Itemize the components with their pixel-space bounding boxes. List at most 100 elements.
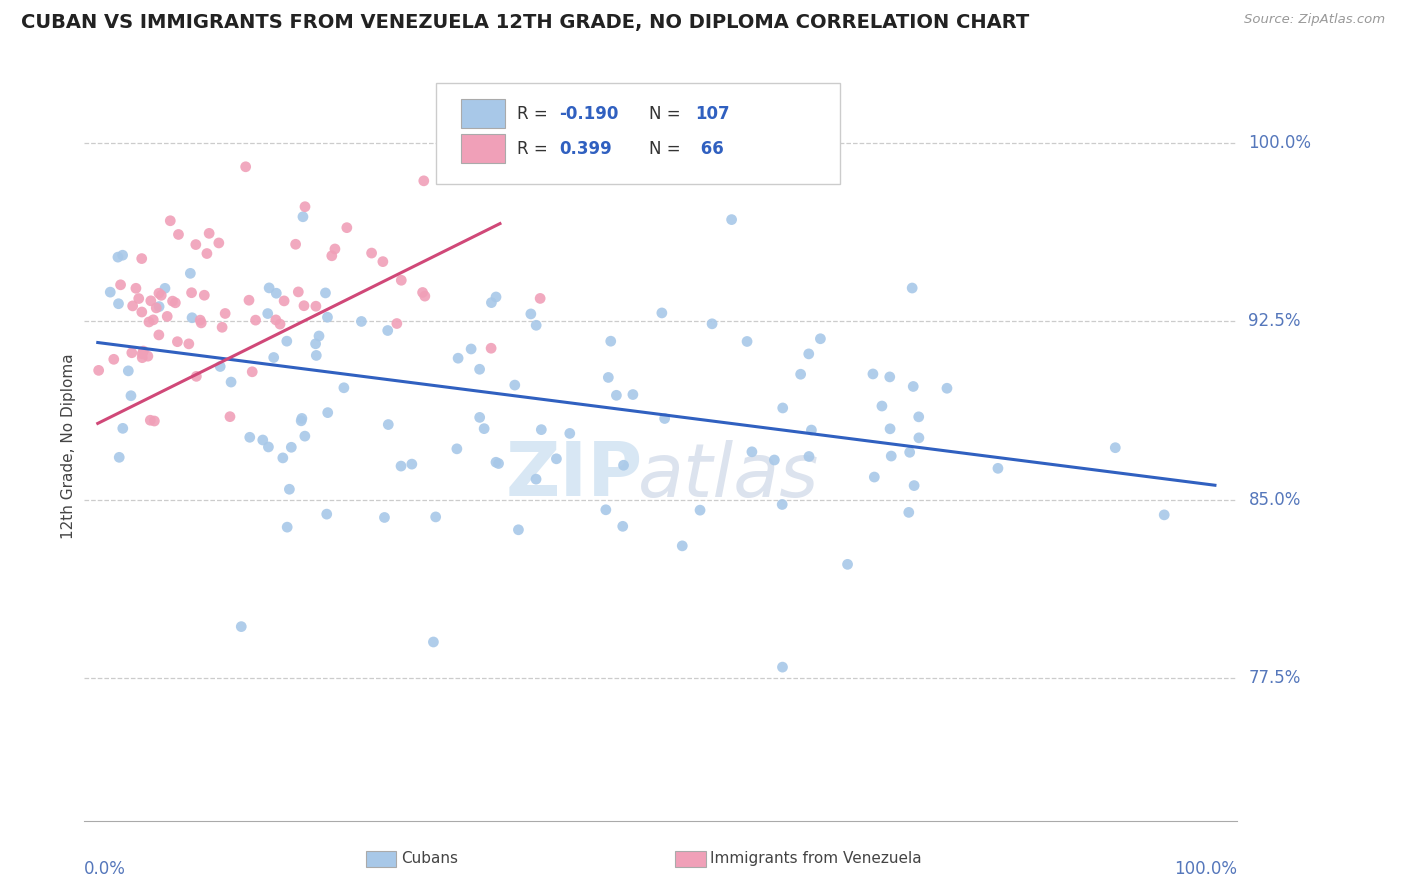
Point — [188, 313, 211, 327]
Point — [278, 482, 301, 496]
Point — [401, 457, 423, 471]
Point — [148, 300, 170, 314]
Point — [125, 281, 148, 295]
Point — [321, 249, 343, 263]
Point — [371, 254, 394, 268]
Text: 66: 66 — [696, 139, 724, 158]
Point — [413, 289, 436, 303]
Point — [252, 433, 274, 447]
Text: Immigrants from Venezuela: Immigrants from Venezuela — [710, 852, 922, 866]
Point — [488, 457, 510, 471]
Point — [336, 220, 359, 235]
Point — [810, 332, 832, 346]
Point — [131, 351, 153, 365]
Point — [162, 294, 184, 309]
Point — [148, 327, 170, 342]
Text: CUBAN VS IMMIGRANTS FROM VENEZUELA 12TH GRADE, NO DIPLOMA CORRELATION CHART: CUBAN VS IMMIGRANTS FROM VENEZUELA 12TH … — [21, 13, 1029, 32]
Point — [412, 285, 434, 300]
Text: R =: R = — [517, 139, 553, 158]
Point — [305, 299, 328, 313]
Point — [879, 370, 901, 384]
Point — [377, 417, 399, 432]
Text: R =: R = — [517, 105, 553, 123]
Point — [273, 293, 295, 308]
Point — [108, 450, 131, 465]
Point — [837, 558, 859, 572]
Point — [789, 368, 811, 382]
Point — [524, 318, 547, 333]
Point — [291, 411, 314, 425]
Point — [862, 367, 884, 381]
Point — [138, 315, 160, 329]
Point — [276, 520, 298, 534]
Point — [447, 351, 470, 366]
Point — [485, 455, 508, 469]
Text: ZIP: ZIP — [505, 440, 643, 513]
Point — [763, 453, 786, 467]
Point — [485, 290, 508, 304]
Point — [987, 461, 1010, 475]
Point — [284, 237, 307, 252]
Point — [87, 363, 110, 377]
FancyBboxPatch shape — [461, 99, 505, 128]
Point — [481, 295, 503, 310]
Point — [271, 450, 294, 465]
Point — [720, 212, 742, 227]
Point — [741, 445, 763, 459]
Text: 107: 107 — [696, 105, 730, 123]
Point — [159, 213, 181, 227]
Point — [238, 293, 260, 308]
Point — [166, 334, 188, 349]
Point — [907, 409, 929, 424]
Point — [280, 440, 302, 454]
Point — [524, 472, 547, 486]
Point — [797, 450, 820, 464]
Point — [257, 281, 280, 295]
Point — [377, 324, 399, 338]
Point — [316, 310, 339, 325]
Point — [879, 422, 901, 436]
Point — [654, 411, 676, 425]
Point — [110, 277, 132, 292]
FancyBboxPatch shape — [436, 83, 839, 184]
Point — [530, 423, 553, 437]
Point — [294, 429, 316, 443]
Point — [153, 281, 176, 295]
Point — [936, 381, 959, 395]
Point — [598, 370, 620, 384]
Point — [425, 510, 447, 524]
Text: atlas: atlas — [638, 440, 820, 512]
Y-axis label: 12th Grade, No Diploma: 12th Grade, No Diploma — [60, 353, 76, 539]
Point — [389, 459, 412, 474]
Point — [700, 317, 723, 331]
Point — [543, 171, 565, 186]
Point — [211, 320, 233, 334]
Point — [689, 503, 711, 517]
Point — [460, 342, 482, 356]
Text: N =: N = — [650, 139, 686, 158]
Point — [468, 410, 491, 425]
Point — [772, 660, 794, 674]
Point — [269, 317, 291, 331]
Point — [132, 344, 155, 359]
Point — [256, 307, 278, 321]
Text: 92.5%: 92.5% — [1249, 312, 1301, 330]
Point — [880, 449, 903, 463]
Text: 0.399: 0.399 — [560, 139, 612, 158]
Point — [214, 306, 236, 320]
Point — [385, 317, 408, 331]
Point — [863, 470, 886, 484]
Point — [446, 442, 468, 456]
Point — [245, 313, 267, 327]
Point — [131, 252, 153, 266]
Point — [287, 285, 309, 299]
Point — [121, 299, 143, 313]
Text: Cubans: Cubans — [401, 852, 458, 866]
Point — [167, 227, 190, 242]
Point — [231, 619, 253, 633]
Point — [908, 431, 931, 445]
Point — [198, 227, 221, 241]
Point — [195, 246, 218, 260]
Point — [131, 305, 153, 319]
Point — [98, 285, 121, 300]
